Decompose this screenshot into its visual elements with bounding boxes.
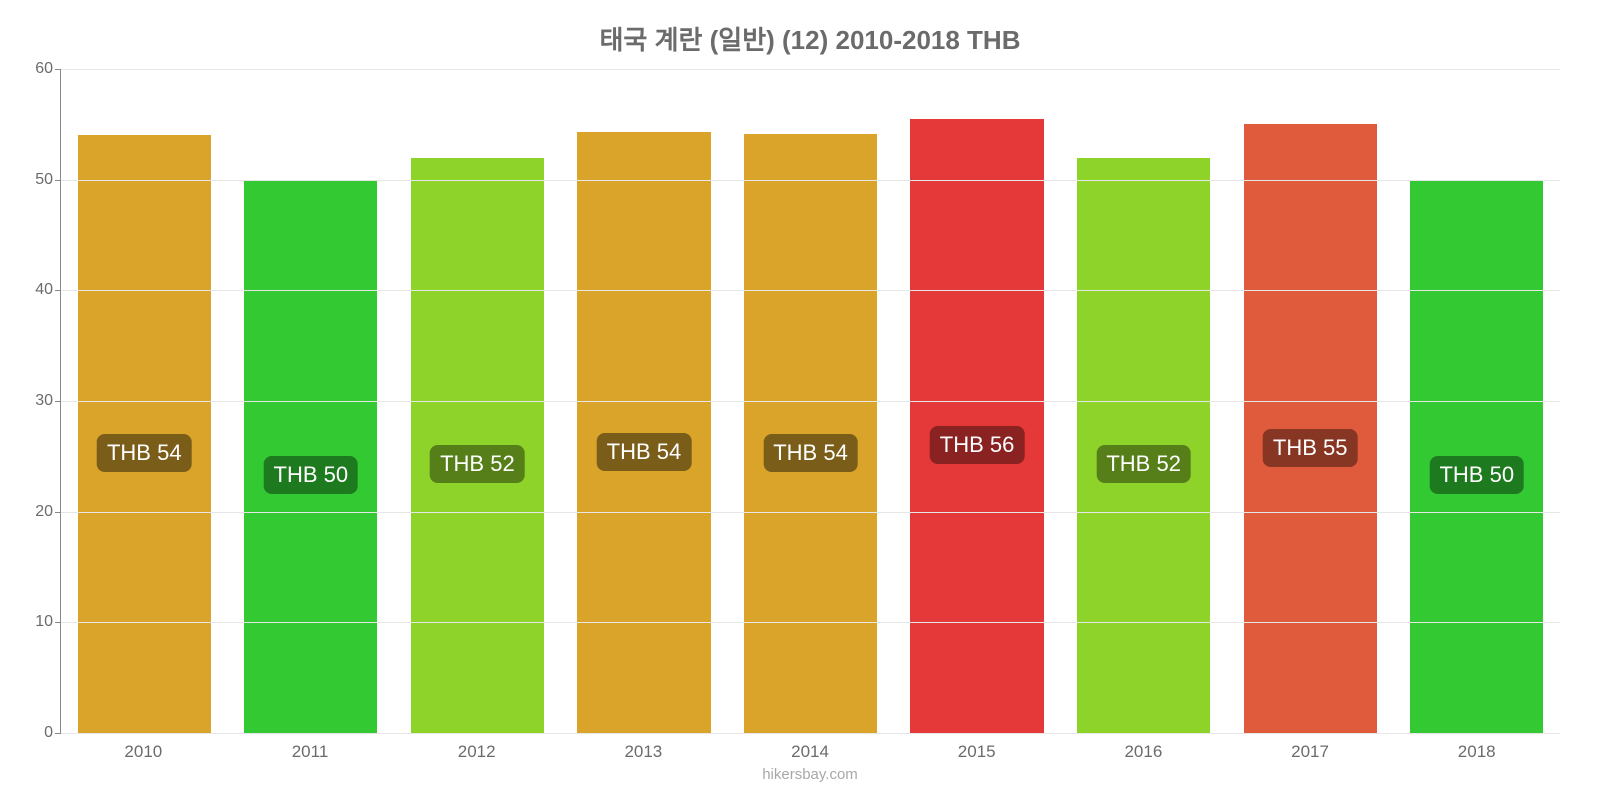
gridline <box>61 733 1560 734</box>
xtick-label: 2016 <box>1060 742 1227 762</box>
bar: THB 50 <box>244 180 377 733</box>
bar: THB 52 <box>1077 158 1210 733</box>
bar-value-label: THB 56 <box>930 426 1025 464</box>
plot-area: THB 54 THB 50 THB 52 THB 54 THB 54 THB 56 THB … <box>60 69 1560 734</box>
ytick-label: 0 <box>21 724 53 742</box>
xtick-label: 2018 <box>1393 742 1560 762</box>
xtick-label: 2011 <box>227 742 394 762</box>
xtick-label: 2013 <box>560 742 727 762</box>
ytick-mark <box>55 622 61 623</box>
bar-value-label: THB 54 <box>763 434 858 472</box>
gridline <box>61 290 1560 291</box>
ytick-mark <box>55 512 61 513</box>
ytick-mark <box>55 401 61 402</box>
gridline <box>61 180 1560 181</box>
ytick-mark <box>55 69 61 70</box>
bar-value-label: THB 50 <box>264 456 359 494</box>
ytick-label: 30 <box>21 392 53 410</box>
bar-value-label: THB 50 <box>1429 456 1524 494</box>
bar: THB 54 <box>577 132 710 733</box>
ytick-label: 20 <box>21 503 53 521</box>
ytick-label: 60 <box>21 60 53 78</box>
gridline <box>61 401 1560 402</box>
attribution-text: hikersbay.com <box>60 766 1560 783</box>
gridline <box>61 69 1560 70</box>
xtick-label: 2017 <box>1227 742 1394 762</box>
bar-value-label: THB 52 <box>1096 445 1191 483</box>
bar-value-label: THB 55 <box>1263 429 1358 467</box>
bar: THB 52 <box>411 158 544 733</box>
xtick-label: 2014 <box>727 742 894 762</box>
ytick-label: 10 <box>21 613 53 631</box>
x-axis-labels: 201020112012201320142015201620172018 <box>60 742 1560 762</box>
bar: THB 55 <box>1244 124 1377 733</box>
bar: THB 54 <box>78 135 211 733</box>
ytick-mark <box>55 180 61 181</box>
bar: THB 56 <box>910 119 1043 733</box>
ytick-mark <box>55 290 61 291</box>
gridline <box>61 512 1560 513</box>
xtick-label: 2010 <box>60 742 227 762</box>
ytick-label: 50 <box>21 171 53 189</box>
gridline <box>61 622 1560 623</box>
bar: THB 50 <box>1410 180 1543 733</box>
chart-container: 태국 계란 (일반) (12) 2010-2018 THB THB 54THB … <box>0 0 1600 800</box>
bar: THB 54 <box>744 134 877 733</box>
chart-title: 태국 계란 (일반) (12) 2010-2018 THB <box>60 20 1560 57</box>
ytick-mark <box>55 733 61 734</box>
xtick-label: 2012 <box>393 742 560 762</box>
bar-value-label: THB 54 <box>97 434 192 472</box>
bar-value-label: THB 52 <box>430 445 525 483</box>
xtick-label: 2015 <box>893 742 1060 762</box>
bar-value-label: THB 54 <box>597 433 692 471</box>
ytick-label: 40 <box>21 281 53 299</box>
